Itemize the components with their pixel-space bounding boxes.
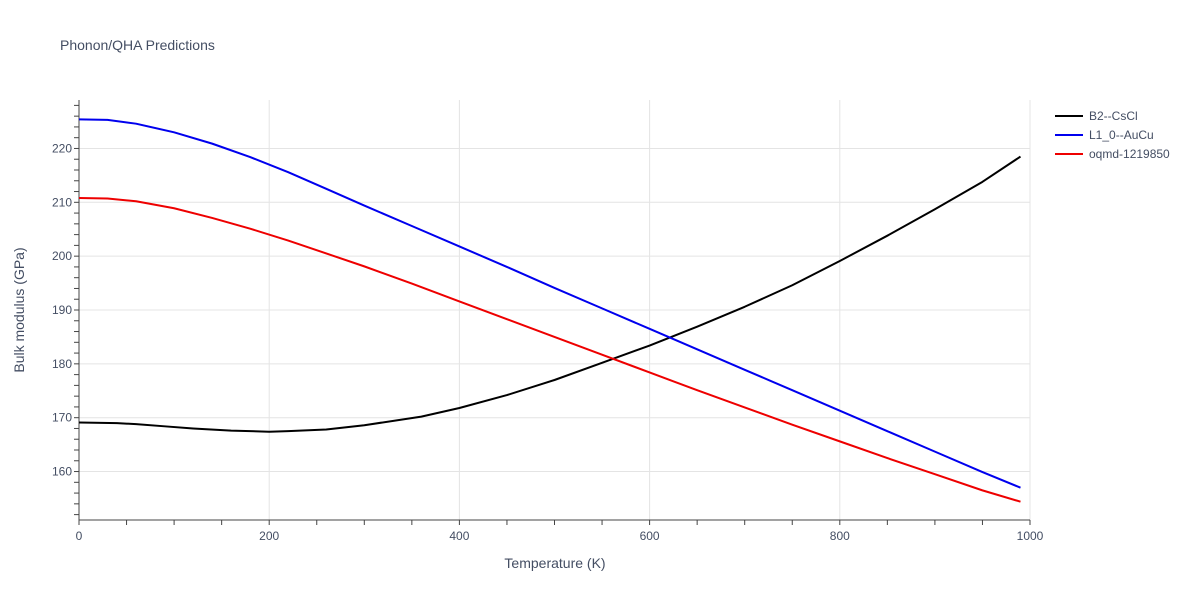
legend[interactable]: B2--CsCl L1_0--AuCu oqmd-1219850: [1055, 109, 1170, 161]
x-tick-label: 0: [76, 529, 83, 543]
x-tick-label: 200: [259, 529, 279, 543]
legend-label: B2--CsCl: [1089, 109, 1138, 123]
x-tick-label: 800: [830, 529, 850, 543]
x-tick-label: 400: [449, 529, 469, 543]
x-axis-title: Temperature (K): [504, 555, 605, 571]
series-line-3: [78, 197, 1021, 503]
y-axis-title: Bulk modulus (GPa): [11, 247, 27, 372]
chart-title: Phonon/QHA Predictions: [60, 37, 215, 53]
legend-label: oqmd-1219850: [1089, 147, 1170, 161]
x-tick-label: 1000: [1017, 529, 1044, 543]
y-tick-label: 180: [52, 357, 72, 371]
legend-item[interactable]: oqmd-1219850: [1055, 147, 1170, 161]
axes: [74, 100, 1031, 525]
y-tick-label: 170: [52, 411, 72, 425]
plot-area: [78, 118, 1022, 503]
x-tick-label: 600: [640, 529, 660, 543]
y-tick-label: 200: [52, 249, 72, 263]
series-line-1: [78, 155, 1022, 433]
legend-label: L1_0--AuCu: [1089, 128, 1154, 142]
series-line-2: [78, 118, 1021, 489]
tick-labels: 0 200 400 600 800 1000 160 170 180 190 200 210 220: [52, 141, 1044, 543]
y-tick-label: 210: [52, 195, 72, 209]
y-tick-label: 220: [52, 141, 72, 155]
legend-item[interactable]: L1_0--AuCu: [1055, 128, 1154, 142]
legend-item[interactable]: B2--CsCl: [1055, 109, 1138, 123]
grid-lines: [79, 100, 1031, 520]
y-tick-label: 190: [52, 303, 72, 317]
y-tick-label: 160: [52, 465, 72, 479]
